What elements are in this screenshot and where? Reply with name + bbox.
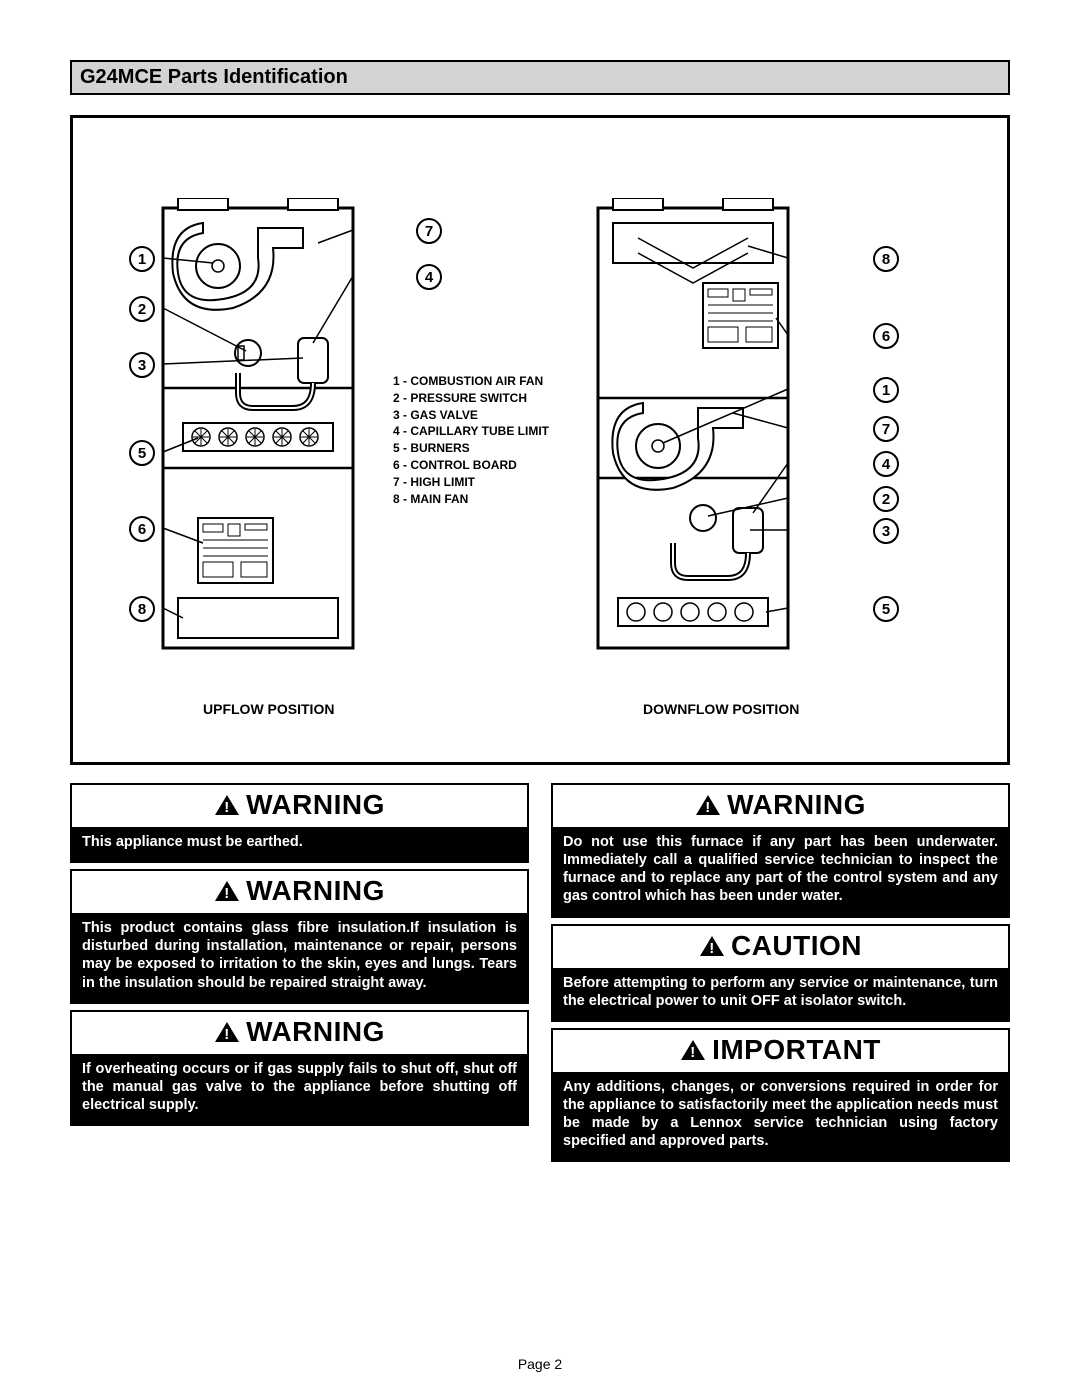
alert-body: This appliance must be earthed. (72, 827, 527, 861)
warning-icon: ! (214, 794, 240, 816)
legend-item: 7 - HIGH LIMIT (393, 474, 549, 491)
caution-box: ! CAUTION Before attempting to perform a… (551, 924, 1010, 1022)
alert-type: WARNING (246, 789, 385, 821)
alerts-right-col: ! WARNING Do not use this furnace if any… (551, 783, 1010, 1162)
callout-4: 4 (873, 451, 899, 477)
callout-4: 4 (416, 264, 442, 290)
callout-3: 3 (873, 518, 899, 544)
alert-body: If overheating occurs or if gas supply f… (72, 1054, 527, 1124)
legend-item: 1 - COMBUSTION AIR FAN (393, 373, 549, 390)
alert-type: IMPORTANT (712, 1034, 881, 1066)
alert-title: ! IMPORTANT (553, 1030, 1008, 1072)
warning-icon: ! (699, 935, 725, 957)
warning-icon: ! (214, 880, 240, 902)
alert-body: This product contains glass fibre insula… (72, 913, 527, 1002)
page-number: Page 2 (0, 1356, 1080, 1372)
callout-1: 1 (129, 246, 155, 272)
alert-type: CAUTION (731, 930, 862, 962)
furnace-downflow (578, 198, 808, 668)
alert-body: Before attempting to perform any service… (553, 968, 1008, 1020)
warning-icon: ! (695, 794, 721, 816)
callout-6: 6 (129, 516, 155, 542)
alert-type: WARNING (246, 1016, 385, 1048)
callout-2: 2 (129, 296, 155, 322)
callout-8: 8 (873, 246, 899, 272)
callout-2: 2 (873, 486, 899, 512)
important-box: ! IMPORTANT Any additions, changes, or c… (551, 1028, 1010, 1163)
warning-box: ! WARNING This product contains glass fi… (70, 869, 529, 1004)
svg-text:!: ! (224, 799, 230, 816)
svg-text:!: ! (709, 940, 715, 957)
svg-text:!: ! (224, 885, 230, 902)
alert-type: WARNING (727, 789, 866, 821)
callout-7: 7 (416, 218, 442, 244)
warning-icon: ! (214, 1021, 240, 1043)
legend-item: 8 - MAIN FAN (393, 491, 549, 508)
alert-body: Do not use this furnace if any part has … (553, 827, 1008, 916)
alert-title: ! WARNING (72, 871, 527, 913)
callout-5: 5 (129, 440, 155, 466)
svg-text:!: ! (690, 1044, 696, 1061)
legend-item: 6 - CONTROL BOARD (393, 457, 549, 474)
upflow-label: UPFLOW POSITION (203, 701, 334, 717)
alert-type: WARNING (246, 875, 385, 907)
section-header: G24MCE Parts Identification (70, 60, 1010, 95)
legend-item: 2 - PRESSURE SWITCH (393, 390, 549, 407)
warning-box: ! WARNING If overheating occurs or if ga… (70, 1010, 529, 1126)
furnace-upflow (143, 198, 373, 668)
callout-3: 3 (129, 352, 155, 378)
callout-5: 5 (873, 596, 899, 622)
svg-text:!: ! (705, 799, 711, 816)
alerts-left-col: ! WARNING This appliance must be earthed… (70, 783, 529, 1162)
alerts-grid: ! WARNING This appliance must be earthed… (70, 783, 1010, 1162)
callout-6: 6 (873, 323, 899, 349)
parts-diagram: 1 - COMBUSTION AIR FAN 2 - PRESSURE SWIT… (70, 115, 1010, 765)
callout-7: 7 (873, 416, 899, 442)
callout-8: 8 (129, 596, 155, 622)
alert-title: ! WARNING (72, 1012, 527, 1054)
legend-item: 3 - GAS VALVE (393, 407, 549, 424)
alert-body: Any additions, changes, or conversions r… (553, 1072, 1008, 1161)
alert-title: ! WARNING (553, 785, 1008, 827)
svg-text:!: ! (224, 1026, 230, 1043)
alert-title: ! CAUTION (553, 926, 1008, 968)
legend-item: 5 - BURNERS (393, 440, 549, 457)
downflow-label: DOWNFLOW POSITION (643, 701, 799, 717)
alert-title: ! WARNING (72, 785, 527, 827)
warning-icon: ! (680, 1039, 706, 1061)
legend-item: 4 - CAPILLARY TUBE LIMIT (393, 423, 549, 440)
warning-box: ! WARNING This appliance must be earthed… (70, 783, 529, 863)
callout-1: 1 (873, 377, 899, 403)
parts-legend: 1 - COMBUSTION AIR FAN 2 - PRESSURE SWIT… (393, 373, 549, 507)
warning-box: ! WARNING Do not use this furnace if any… (551, 783, 1010, 918)
